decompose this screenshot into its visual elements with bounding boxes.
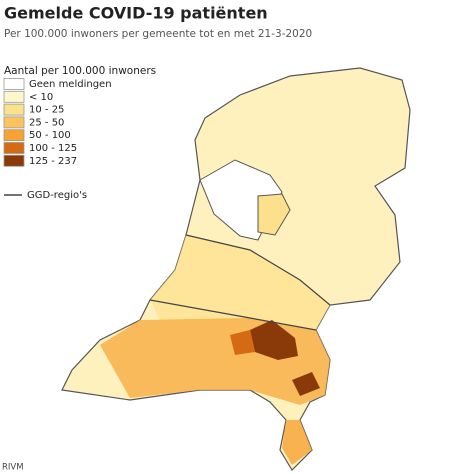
title: Gemelde COVID-19 patiënten [4, 4, 268, 23]
subtitle: Per 100.000 inwoners per gemeente tot en… [4, 28, 312, 40]
legend-label: 10 - 25 [29, 105, 64, 116]
ggd-boundary [185, 234, 331, 306]
legend-title: Aantal per 100.000 inwoners [4, 65, 156, 77]
legend-label: 100 - 125 [29, 143, 77, 154]
legend-swatch [3, 90, 25, 103]
legend-label: 25 - 50 [29, 117, 64, 128]
mid-region-shading [150, 235, 330, 330]
hotspot-1 [250, 320, 298, 360]
hotspot-3 [230, 330, 255, 355]
legend-swatch [3, 142, 25, 154]
netherlands-map [61, 67, 411, 471]
legend-label: < 10 [29, 92, 53, 103]
legend-label: 50 - 100 [29, 130, 71, 141]
legend-swatch [3, 154, 25, 167]
flevoland [257, 193, 291, 236]
hotspot-2 [292, 372, 320, 396]
legend-swatch [3, 116, 25, 129]
legend-swatch [3, 129, 25, 142]
legend-line-label: GGD-regio's [27, 190, 87, 201]
source: RIVM [2, 463, 24, 473]
legend-label: 125 - 237 [29, 156, 77, 167]
legend-swatch [3, 78, 25, 90]
legend-label: Geen meldingen [29, 79, 112, 90]
legend-swatch [3, 103, 25, 116]
south-region-shading [100, 318, 330, 405]
limburg-shading [282, 420, 312, 465]
ggd-boundary [149, 299, 317, 331]
